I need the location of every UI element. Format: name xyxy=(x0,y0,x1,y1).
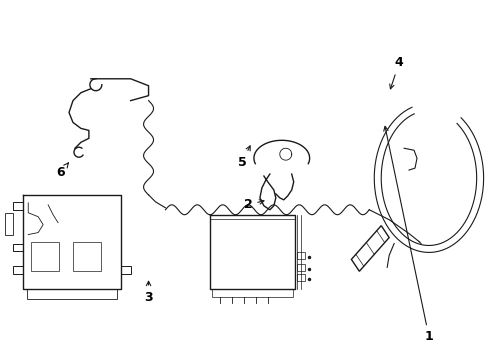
Bar xyxy=(296,274,304,281)
Text: 2: 2 xyxy=(243,198,264,211)
Bar xyxy=(296,264,304,271)
Bar xyxy=(73,242,101,271)
Bar xyxy=(13,243,23,251)
Text: 4: 4 xyxy=(389,57,403,89)
Bar xyxy=(296,252,304,260)
Bar xyxy=(13,266,23,274)
Bar xyxy=(5,213,13,235)
Bar xyxy=(121,266,130,274)
Text: 5: 5 xyxy=(237,146,250,168)
Text: 3: 3 xyxy=(144,281,153,303)
Text: 1: 1 xyxy=(383,126,432,343)
Text: 6: 6 xyxy=(57,163,68,179)
Bar xyxy=(27,289,117,299)
Bar xyxy=(212,289,292,297)
Bar xyxy=(31,242,59,271)
Bar xyxy=(13,202,23,210)
